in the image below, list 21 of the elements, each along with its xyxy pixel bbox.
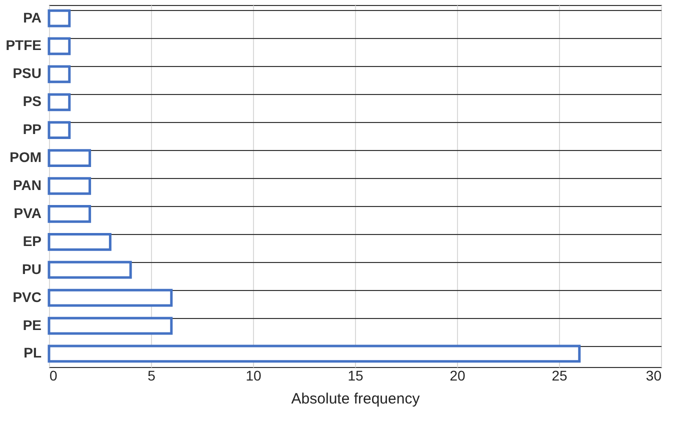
y-tick-label: PAN [12,177,42,193]
y-tick-label: PA [23,9,42,26]
x-tick-label: 10 [246,368,262,384]
y-tick-label: POM [10,149,42,166]
y-tick-label: PP [22,121,42,138]
x-tick-label: 5 [148,368,156,384]
y-tick-label: EP [22,232,42,249]
y-tick-label: PVA [14,204,42,221]
y-tick-label: PL [24,344,42,361]
y-tick-label: PS [22,93,42,110]
x-tick-label: 0 [50,368,58,384]
x-tick-label: 20 [450,368,466,384]
x-tick-label: 15 [348,368,364,384]
y-tick-label: PVC [12,288,42,305]
x-tick-label: 30 [646,368,662,384]
y-tick-label: PU [22,260,42,277]
y-tick-label: PSU [12,65,42,82]
x-tick-label: 25 [552,368,568,384]
y-tick-label: PE [22,316,42,333]
y-tick-label: PTFE [6,37,42,54]
x-axis-title: Absolute frequency [291,390,420,408]
